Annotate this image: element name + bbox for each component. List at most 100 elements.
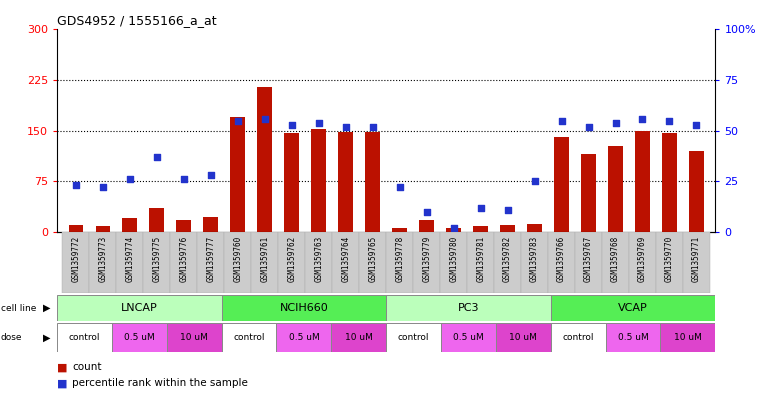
Bar bbox=[683, 232, 710, 293]
Bar bbox=[656, 232, 683, 293]
Text: percentile rank within the sample: percentile rank within the sample bbox=[72, 378, 248, 388]
Point bbox=[528, 178, 540, 184]
Text: 0.5 uM: 0.5 uM bbox=[288, 333, 320, 342]
Bar bbox=[96, 226, 110, 232]
Text: 10 uM: 10 uM bbox=[180, 333, 209, 342]
Point bbox=[447, 225, 460, 231]
Bar bbox=[112, 323, 167, 352]
Bar bbox=[231, 117, 245, 232]
Point bbox=[636, 116, 648, 122]
Bar bbox=[279, 232, 305, 293]
Bar bbox=[90, 232, 116, 293]
Text: GSM1359767: GSM1359767 bbox=[584, 235, 593, 282]
Text: control: control bbox=[234, 333, 265, 342]
Text: GSM1359765: GSM1359765 bbox=[368, 235, 377, 282]
Bar bbox=[177, 220, 191, 232]
Bar bbox=[606, 323, 661, 352]
Bar bbox=[68, 225, 84, 232]
Text: GSM1359778: GSM1359778 bbox=[395, 235, 404, 282]
Bar bbox=[551, 295, 715, 321]
Point bbox=[556, 118, 568, 124]
Text: ■: ■ bbox=[57, 378, 68, 388]
Bar bbox=[305, 232, 333, 293]
Bar bbox=[473, 226, 488, 232]
Point bbox=[285, 121, 298, 128]
Point bbox=[70, 182, 82, 189]
Bar bbox=[608, 145, 623, 232]
Point bbox=[690, 121, 702, 128]
Bar bbox=[203, 217, 218, 232]
Text: 10 uM: 10 uM bbox=[509, 333, 537, 342]
Text: LNCAP: LNCAP bbox=[121, 303, 158, 313]
Point bbox=[124, 176, 136, 182]
Bar bbox=[689, 151, 704, 232]
Bar bbox=[311, 129, 326, 232]
Point bbox=[367, 123, 379, 130]
Text: GSM1359764: GSM1359764 bbox=[341, 235, 350, 282]
Bar bbox=[386, 295, 551, 321]
Bar bbox=[57, 295, 221, 321]
Point bbox=[313, 119, 325, 126]
Bar bbox=[527, 224, 542, 232]
Bar bbox=[167, 323, 221, 352]
Bar bbox=[116, 232, 143, 293]
Bar bbox=[257, 87, 272, 232]
Point bbox=[501, 206, 514, 213]
Text: GSM1359780: GSM1359780 bbox=[449, 235, 458, 282]
Point bbox=[610, 119, 622, 126]
Text: 10 uM: 10 uM bbox=[345, 333, 373, 342]
Text: GSM1359783: GSM1359783 bbox=[530, 235, 539, 282]
Point bbox=[393, 184, 406, 191]
Text: GSM1359763: GSM1359763 bbox=[314, 235, 323, 282]
Bar bbox=[551, 323, 606, 352]
Bar bbox=[221, 323, 276, 352]
Text: VCAP: VCAP bbox=[618, 303, 648, 313]
Bar bbox=[602, 232, 629, 293]
Bar bbox=[413, 232, 440, 293]
Bar bbox=[285, 133, 299, 232]
Bar bbox=[170, 232, 197, 293]
Bar bbox=[221, 295, 386, 321]
Bar bbox=[441, 323, 496, 352]
Text: PC3: PC3 bbox=[457, 303, 479, 313]
Text: GSM1359772: GSM1359772 bbox=[72, 235, 81, 282]
Bar bbox=[496, 323, 551, 352]
Bar bbox=[419, 220, 434, 232]
Text: GDS4952 / 1555166_a_at: GDS4952 / 1555166_a_at bbox=[57, 14, 217, 27]
Bar bbox=[521, 232, 548, 293]
Point bbox=[475, 204, 487, 211]
Text: 0.5 uM: 0.5 uM bbox=[124, 333, 154, 342]
Text: 0.5 uM: 0.5 uM bbox=[618, 333, 648, 342]
Text: GSM1359773: GSM1359773 bbox=[98, 235, 107, 282]
Bar bbox=[276, 323, 331, 352]
Text: 0.5 uM: 0.5 uM bbox=[453, 333, 484, 342]
Point bbox=[582, 123, 594, 130]
Bar bbox=[62, 232, 90, 293]
Point bbox=[421, 208, 433, 215]
Text: GSM1359775: GSM1359775 bbox=[152, 235, 161, 282]
Text: ▶: ▶ bbox=[43, 332, 50, 343]
Text: GSM1359770: GSM1359770 bbox=[665, 235, 674, 282]
Bar bbox=[662, 133, 677, 232]
Text: GSM1359777: GSM1359777 bbox=[206, 235, 215, 282]
Text: 10 uM: 10 uM bbox=[674, 333, 702, 342]
Text: GSM1359774: GSM1359774 bbox=[126, 235, 135, 282]
Text: control: control bbox=[398, 333, 429, 342]
Text: control: control bbox=[68, 333, 100, 342]
Bar bbox=[548, 232, 575, 293]
Text: control: control bbox=[562, 333, 594, 342]
Point bbox=[97, 184, 109, 191]
Text: ■: ■ bbox=[57, 362, 68, 373]
Point bbox=[178, 176, 190, 182]
Bar bbox=[197, 232, 224, 293]
Text: GSM1359761: GSM1359761 bbox=[260, 235, 269, 282]
Point bbox=[205, 172, 217, 178]
Text: cell line: cell line bbox=[1, 304, 36, 312]
Bar bbox=[575, 232, 602, 293]
Point bbox=[232, 118, 244, 124]
Text: GSM1359768: GSM1359768 bbox=[611, 235, 620, 282]
Text: GSM1359779: GSM1359779 bbox=[422, 235, 431, 282]
Bar bbox=[143, 232, 170, 293]
Bar bbox=[251, 232, 279, 293]
Bar bbox=[500, 225, 515, 232]
